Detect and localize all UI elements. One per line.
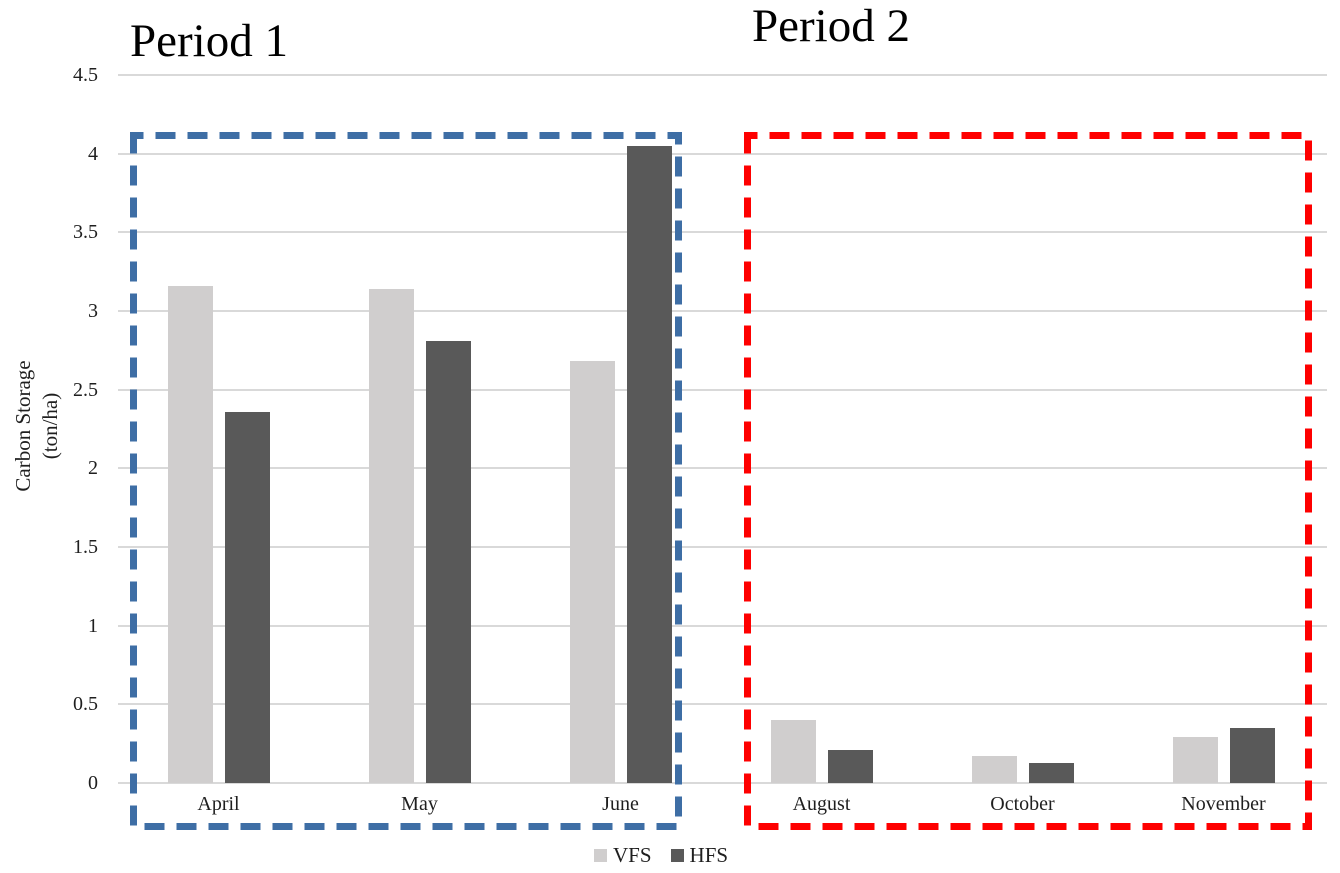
legend-label-hfs: HFS	[689, 843, 729, 867]
bar-hfs-june	[626, 145, 672, 783]
period-1-title: Period 1	[130, 15, 288, 67]
x-tick-label-april: April	[197, 793, 240, 815]
legend-swatch-vfs	[594, 849, 607, 862]
y-tick-label-0: 0	[88, 772, 98, 794]
gridline-y-0	[118, 782, 1327, 784]
y-tick-label-2: 2	[88, 457, 98, 480]
y-axis-title-line1: Carbon Storage	[11, 360, 35, 492]
bar-hfs-may	[425, 340, 471, 783]
gridline-y-0.5	[118, 703, 1327, 706]
y-tick-label-0.5: 0.5	[73, 693, 98, 716]
legend-swatch-hfs	[670, 849, 684, 862]
bar-vfs-may	[368, 288, 414, 783]
legend: VFS HFS	[594, 845, 728, 866]
legend-item-hfs: HFS	[670, 843, 729, 867]
y-tick-label-4.5: 4.5	[73, 64, 98, 86]
x-tick-label-may: May	[401, 793, 438, 815]
y-tick-label-4: 4	[88, 142, 98, 165]
y-tick-label-3.5: 3.5	[73, 221, 98, 244]
gridline-y-2.5	[118, 388, 1327, 391]
bar-hfs-october	[1028, 762, 1074, 783]
x-tick-label-june: June	[602, 793, 639, 815]
legend-item-vfs: VFS	[594, 845, 652, 866]
x-tick-label-november: November	[1181, 793, 1266, 815]
y-tick-label-1: 1	[88, 614, 98, 637]
gridline-y-1	[118, 624, 1327, 627]
y-tick-label-2.5: 2.5	[73, 378, 98, 401]
bar-vfs-november	[1172, 737, 1218, 783]
bar-vfs-august	[770, 720, 816, 783]
gridline-y-4	[118, 152, 1327, 155]
period-2-box	[744, 132, 1312, 830]
bar-hfs-april	[224, 411, 270, 783]
y-tick-label-1.5: 1.5	[73, 536, 98, 558]
x-tick-label-october: October	[990, 793, 1055, 815]
bar-hfs-august	[827, 749, 873, 783]
gridline-y-4.5	[118, 74, 1327, 76]
bar-vfs-october	[971, 756, 1017, 783]
bar-vfs-april	[167, 285, 213, 783]
period-2-title: Period 2	[752, 0, 910, 52]
gridline-y-3.5	[118, 231, 1327, 234]
legend-label-vfs: VFS	[613, 843, 652, 867]
gridline-y-3	[118, 310, 1327, 312]
gridline-y-2	[118, 467, 1327, 470]
gridline-y-1.5	[118, 546, 1327, 548]
bar-vfs-june	[569, 361, 615, 783]
bar-hfs-november	[1229, 727, 1275, 783]
x-tick-label-august: August	[792, 793, 851, 815]
y-tick-label-3: 3	[88, 300, 98, 322]
